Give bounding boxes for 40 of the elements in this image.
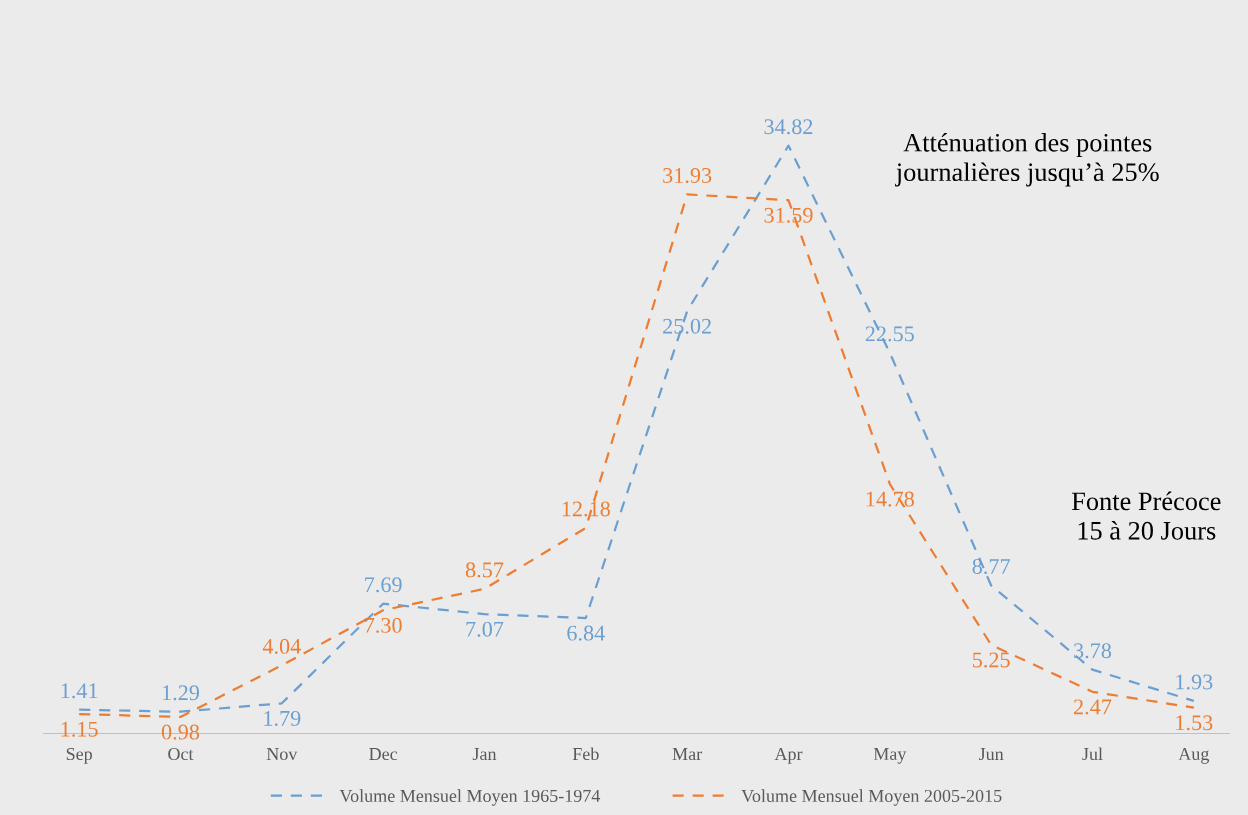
data-label: 22.55 — [865, 326, 914, 342]
data-label: 12.18 — [562, 501, 610, 517]
data-label: 1.15 — [61, 721, 98, 737]
data-label: 8.57 — [465, 562, 504, 578]
data-label: 8.77 — [972, 558, 1010, 575]
x-tick-label: Sep — [66, 747, 92, 764]
x-tick-label: Aug — [1178, 747, 1210, 764]
data-label: 5.25 — [972, 652, 1010, 668]
x-tick-label: May — [873, 748, 907, 764]
data-label: 34.82 — [764, 119, 813, 135]
x-tick-label: Jan — [472, 748, 497, 761]
data-label: 6.84 — [567, 625, 605, 641]
x-tick-label: Dec — [369, 748, 398, 761]
data-label: 31.93 — [663, 168, 712, 184]
data-label: 25.02 — [663, 318, 711, 334]
data-label: 3.78 — [1074, 643, 1112, 659]
data-label: 1.29 — [162, 685, 200, 701]
x-tick-label: Mar — [672, 748, 703, 761]
legend-label: Volume Mensuel Moyen 1965-1974 — [339, 789, 601, 806]
data-label: 31.59 — [764, 207, 813, 223]
x-tick-label: Jun — [978, 748, 1004, 761]
data-label: 1.79 — [264, 710, 301, 726]
data-label: 7.07 — [466, 621, 504, 637]
data-label: 7.69 — [365, 577, 402, 593]
annotation: Fonte Précoce 15 à 20 Jours — [1071, 491, 1221, 540]
x-tick-label: Jul — [1082, 747, 1103, 761]
data-label: 2.47 — [1074, 699, 1112, 715]
data-label: 1.93 — [1176, 674, 1213, 690]
x-tick-label: Feb — [572, 747, 599, 761]
data-label: 14.78 — [866, 491, 914, 507]
x-tick-label: Apr — [774, 748, 803, 764]
x-tick-label: Oct — [168, 747, 194, 761]
data-label: 7.30 — [365, 617, 402, 633]
annotation: Atténuation des pointes journalières jusqu’à 25% — [895, 133, 1159, 187]
data-label: 1.53 — [1176, 715, 1213, 731]
data-label: 1.41 — [61, 683, 98, 699]
data-label: 4.04 — [262, 638, 301, 654]
legend-label: Volume Mensuel Moyen 2005-2015 — [741, 789, 1002, 806]
data-label: 0.98 — [161, 724, 200, 740]
x-tick-label: Nov — [266, 748, 298, 761]
